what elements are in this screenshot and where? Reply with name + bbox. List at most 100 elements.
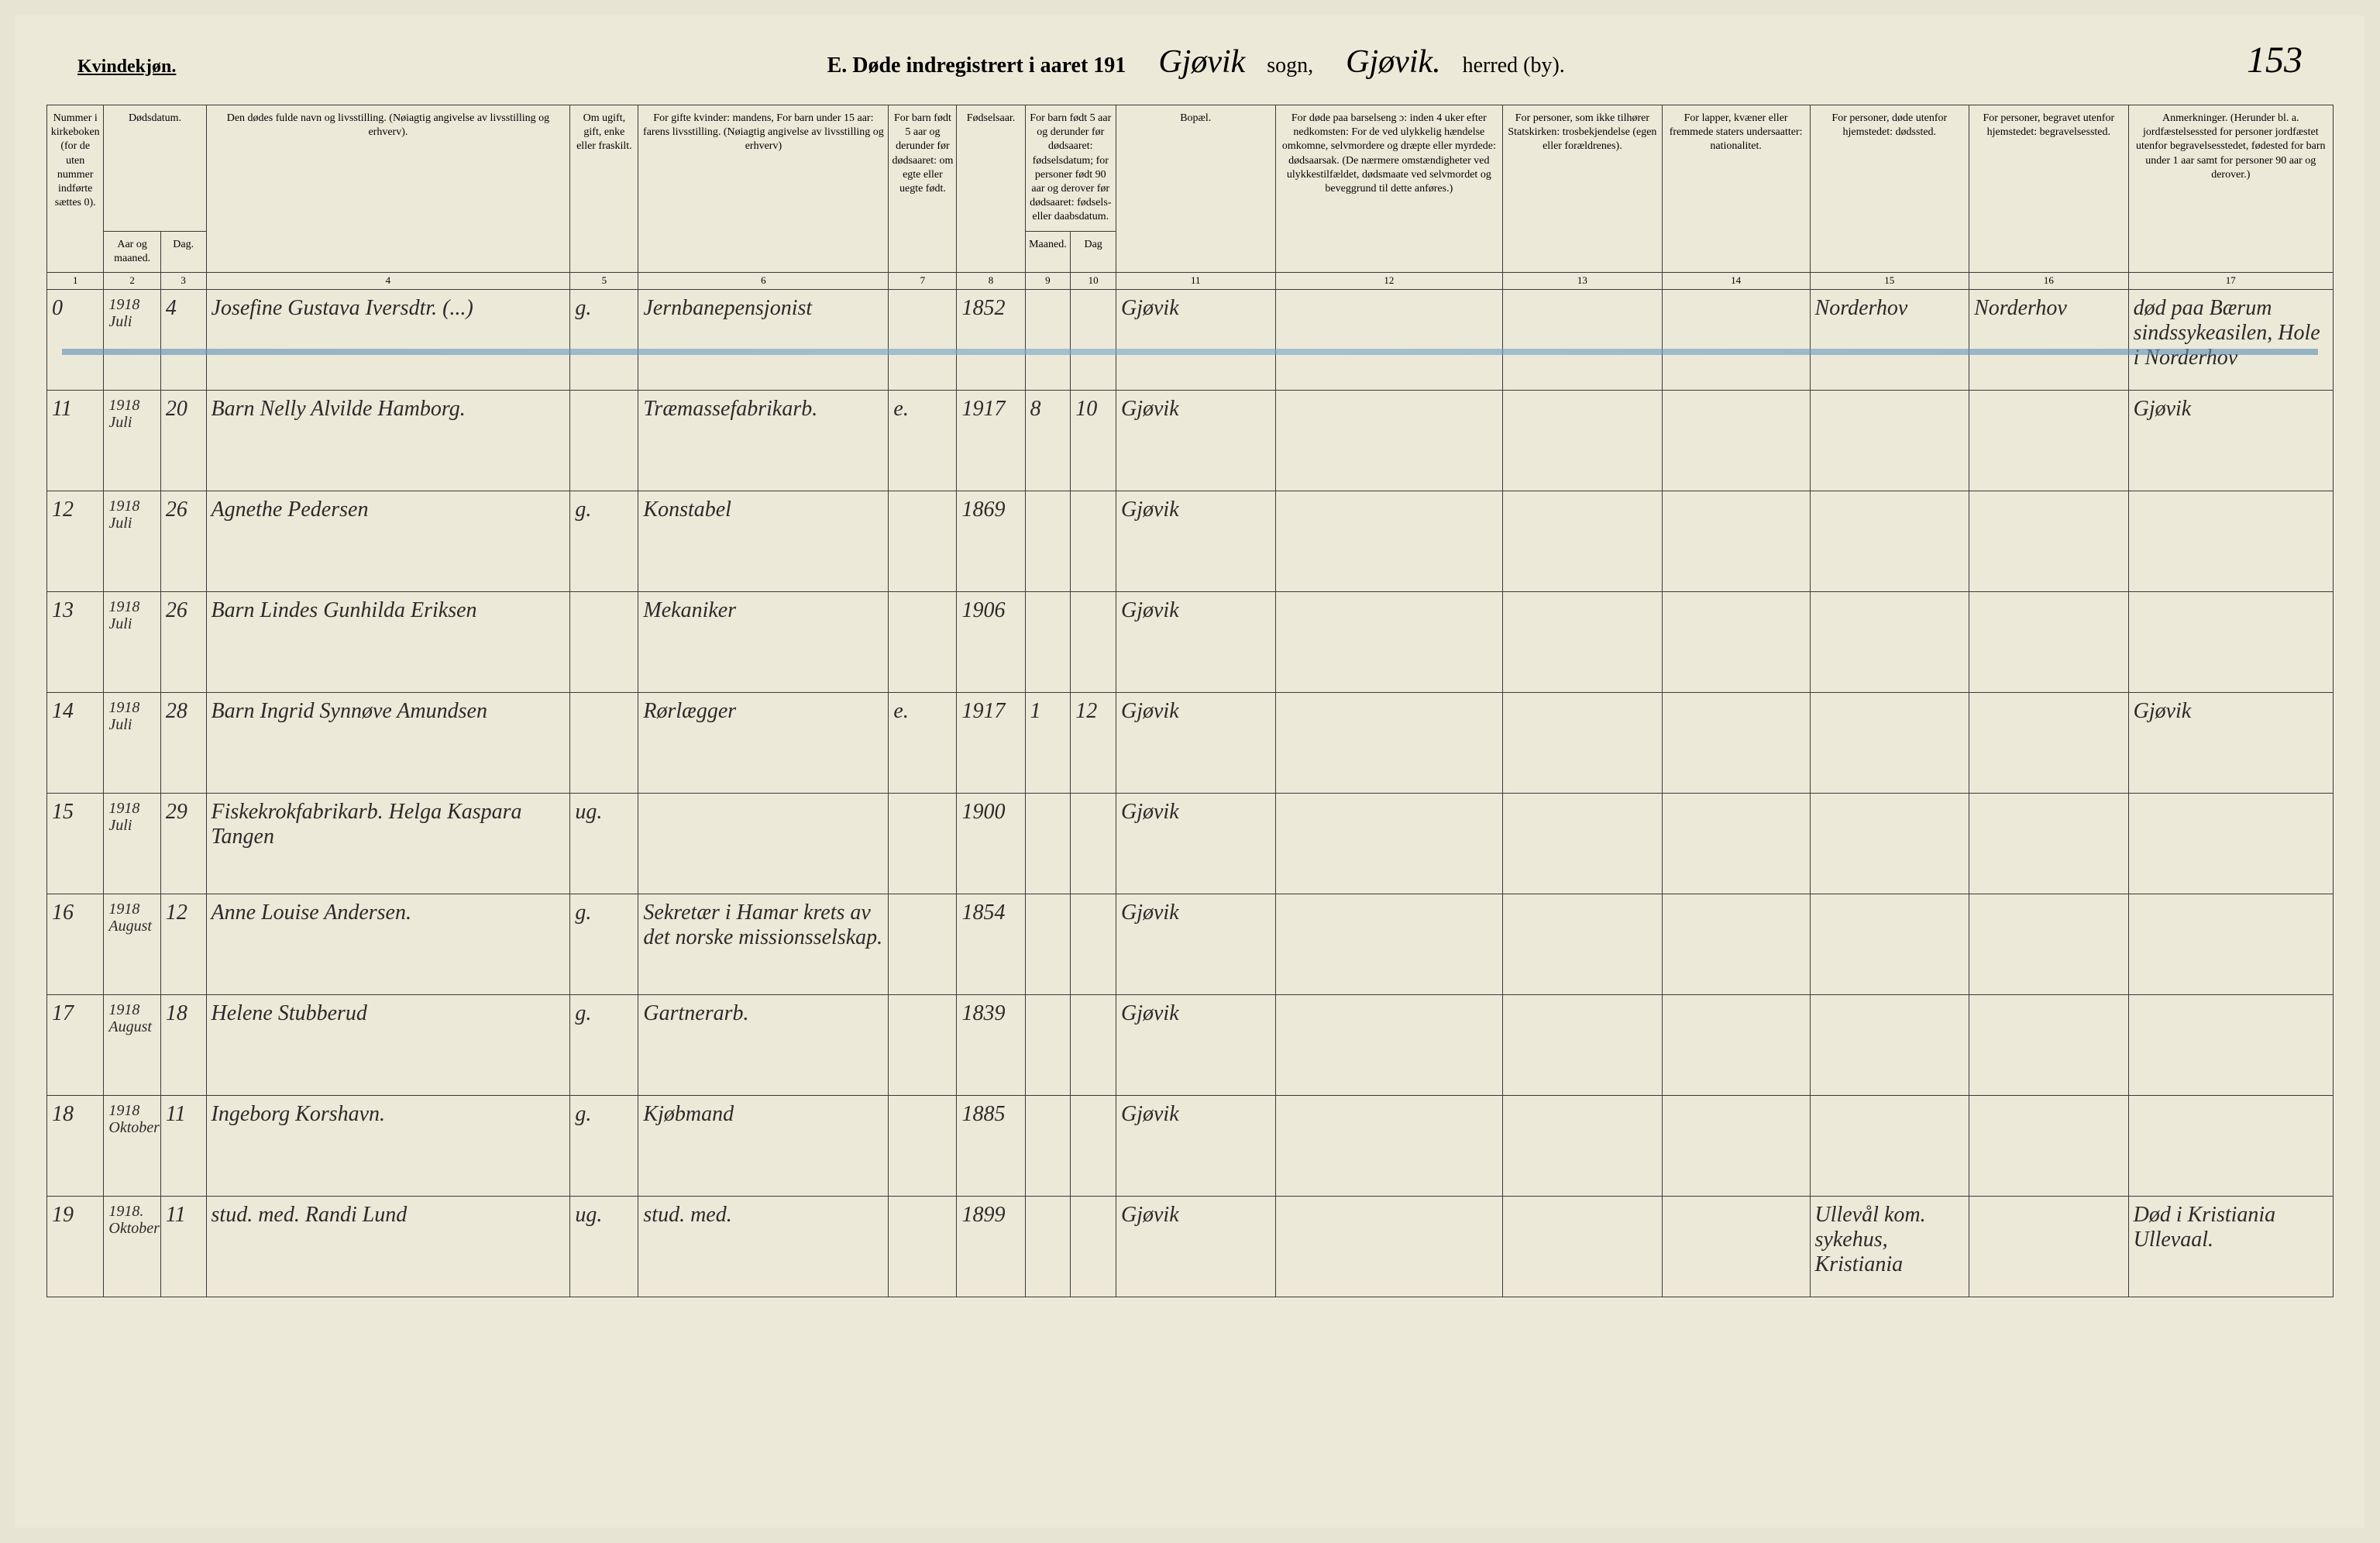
cell-residence: Gjøvik: [1116, 1196, 1275, 1297]
cell-birth_day: [1071, 491, 1116, 591]
cell-num: 11: [47, 390, 104, 491]
cell-nationality: [1662, 491, 1810, 591]
col-header-residence: Bopæl.: [1116, 105, 1275, 273]
cell-burial_place: Norderhov: [1969, 289, 2129, 390]
cell-faith: [1503, 994, 1663, 1095]
cell-legit: [889, 1196, 957, 1297]
cell-remarks: [2128, 491, 2333, 591]
sogn-label: sogn,: [1267, 53, 1313, 77]
cell-occupation: Sekretær i Hamar krets av det norske mis…: [638, 894, 889, 994]
cell-occupation: Konstabel: [638, 491, 889, 591]
cell-residence: Gjøvik: [1116, 289, 1275, 390]
cell-birth_month: 8: [1025, 390, 1071, 491]
cell-birth_year: 1906: [957, 591, 1025, 692]
cell-nationality: [1662, 390, 1810, 491]
colnum: 17: [2128, 272, 2333, 289]
col-header-remarks: Anmerkninger. (Herunder bl. a. jordfæste…: [2128, 105, 2333, 273]
cell-birth_month: [1025, 1196, 1071, 1297]
col-header-yearmonth: Aar og maaned.: [104, 231, 160, 272]
cell-num: 14: [47, 692, 104, 793]
cell-num: 17: [47, 994, 104, 1095]
col-header-bmonth: Maaned.: [1025, 231, 1071, 272]
cell-num: 15: [47, 793, 104, 894]
cell-faith: [1503, 793, 1663, 894]
cell-cause: [1275, 390, 1503, 491]
cell-birth_year: 1917: [957, 390, 1025, 491]
col-header-cause: For døde paa barselseng ɔ: inden 4 uker …: [1275, 105, 1503, 273]
cell-birth_month: [1025, 793, 1071, 894]
cell-burial_place: [1969, 591, 2129, 692]
cell-remarks: død paa Bærum sindssykeasilen, Hole i No…: [2128, 289, 2333, 390]
cell-nationality: [1662, 1196, 1810, 1297]
cell-death_place: [1810, 591, 1969, 692]
cell-birth_year: 1839: [957, 994, 1025, 1095]
cell-nationality: [1662, 289, 1810, 390]
cell-remarks: Gjøvik: [2128, 390, 2333, 491]
cell-year_month: 1918 August: [104, 994, 160, 1095]
cell-remarks: [2128, 894, 2333, 994]
col-header-legit: For barn født 5 aar og derunder før døds…: [889, 105, 957, 273]
cell-name: Barn Lindes Gunhilda Eriksen: [206, 591, 570, 692]
cell-day: 28: [160, 692, 206, 793]
cell-cause: [1275, 289, 1503, 390]
cell-marital: [570, 692, 638, 793]
cell-marital: ug.: [570, 1196, 638, 1297]
blue-pencil-strikethrough: [62, 349, 2318, 355]
cell-day: 26: [160, 591, 206, 692]
cell-num: 12: [47, 491, 104, 591]
cell-marital: g.: [570, 894, 638, 994]
cell-name: Anne Louise Andersen.: [206, 894, 570, 994]
cell-year_month: 1918 Juli: [104, 692, 160, 793]
cell-cause: [1275, 491, 1503, 591]
cell-birth_year: 1899: [957, 1196, 1025, 1297]
cell-birth_day: [1071, 289, 1116, 390]
colnum: 16: [1969, 272, 2129, 289]
col-header-deathplace: For personer, døde utenfor hjemstedet: d…: [1810, 105, 1969, 273]
colnum: 9: [1025, 272, 1071, 289]
cell-residence: Gjøvik: [1116, 692, 1275, 793]
cell-num: 16: [47, 894, 104, 994]
cell-death_place: [1810, 1095, 1969, 1196]
cell-birth_month: [1025, 894, 1071, 994]
cell-burial_place: [1969, 894, 2129, 994]
cell-year_month: 1918 August: [104, 894, 160, 994]
colnum: 1: [47, 272, 104, 289]
table-row: 121918 Juli26Agnethe Pederseng.Konstabel…: [47, 491, 2334, 591]
cell-day: 11: [160, 1196, 206, 1297]
col-header-birthyear: Fødselsaar.: [957, 105, 1025, 273]
cell-num: 18: [47, 1095, 104, 1196]
colnum: 15: [1810, 272, 1969, 289]
cell-num: 19: [47, 1196, 104, 1297]
table-row: 191918. Oktober11stud. med. Randi Lundug…: [47, 1196, 2334, 1297]
table-row: 161918 August12Anne Louise Andersen.g.Se…: [47, 894, 2334, 994]
page-number: 153: [2247, 39, 2303, 81]
colnum: 12: [1275, 272, 1503, 289]
cell-occupation: [638, 793, 889, 894]
herred-label: herred (by).: [1463, 53, 1565, 77]
table-row: 141918 Juli28Barn Ingrid Synnøve Amundse…: [47, 692, 2334, 793]
cell-residence: Gjøvik: [1116, 793, 1275, 894]
cell-burial_place: [1969, 491, 2129, 591]
header-title-line: E. Døde indregistrert i aaret 191 Gjøvik…: [176, 43, 2216, 81]
cell-birth_day: 12: [1071, 692, 1116, 793]
colnum: 8: [957, 272, 1025, 289]
cell-marital: [570, 390, 638, 491]
cell-occupation: Gartnerarb.: [638, 994, 889, 1095]
colnum: 13: [1503, 272, 1663, 289]
death-register-table: Nummer i kirkeboken (for de uten nummer …: [46, 105, 2334, 1297]
cell-num: 0: [47, 289, 104, 390]
page-header: Kvindekjøn. E. Døde indregistrert i aare…: [46, 39, 2334, 81]
cell-marital: ug.: [570, 793, 638, 894]
cell-name: Agnethe Pedersen: [206, 491, 570, 591]
cell-faith: [1503, 591, 1663, 692]
cell-marital: g.: [570, 289, 638, 390]
cell-birth_month: [1025, 1095, 1071, 1196]
col-header-birthdate: For barn født 5 aar og derunder før døds…: [1025, 105, 1116, 232]
cell-faith: [1503, 289, 1663, 390]
cell-birth_year: 1917: [957, 692, 1025, 793]
colnum: 14: [1662, 272, 1810, 289]
cell-birth_month: [1025, 591, 1071, 692]
cell-death_place: [1810, 692, 1969, 793]
cell-name: Barn Ingrid Synnøve Amundsen: [206, 692, 570, 793]
cell-faith: [1503, 692, 1663, 793]
